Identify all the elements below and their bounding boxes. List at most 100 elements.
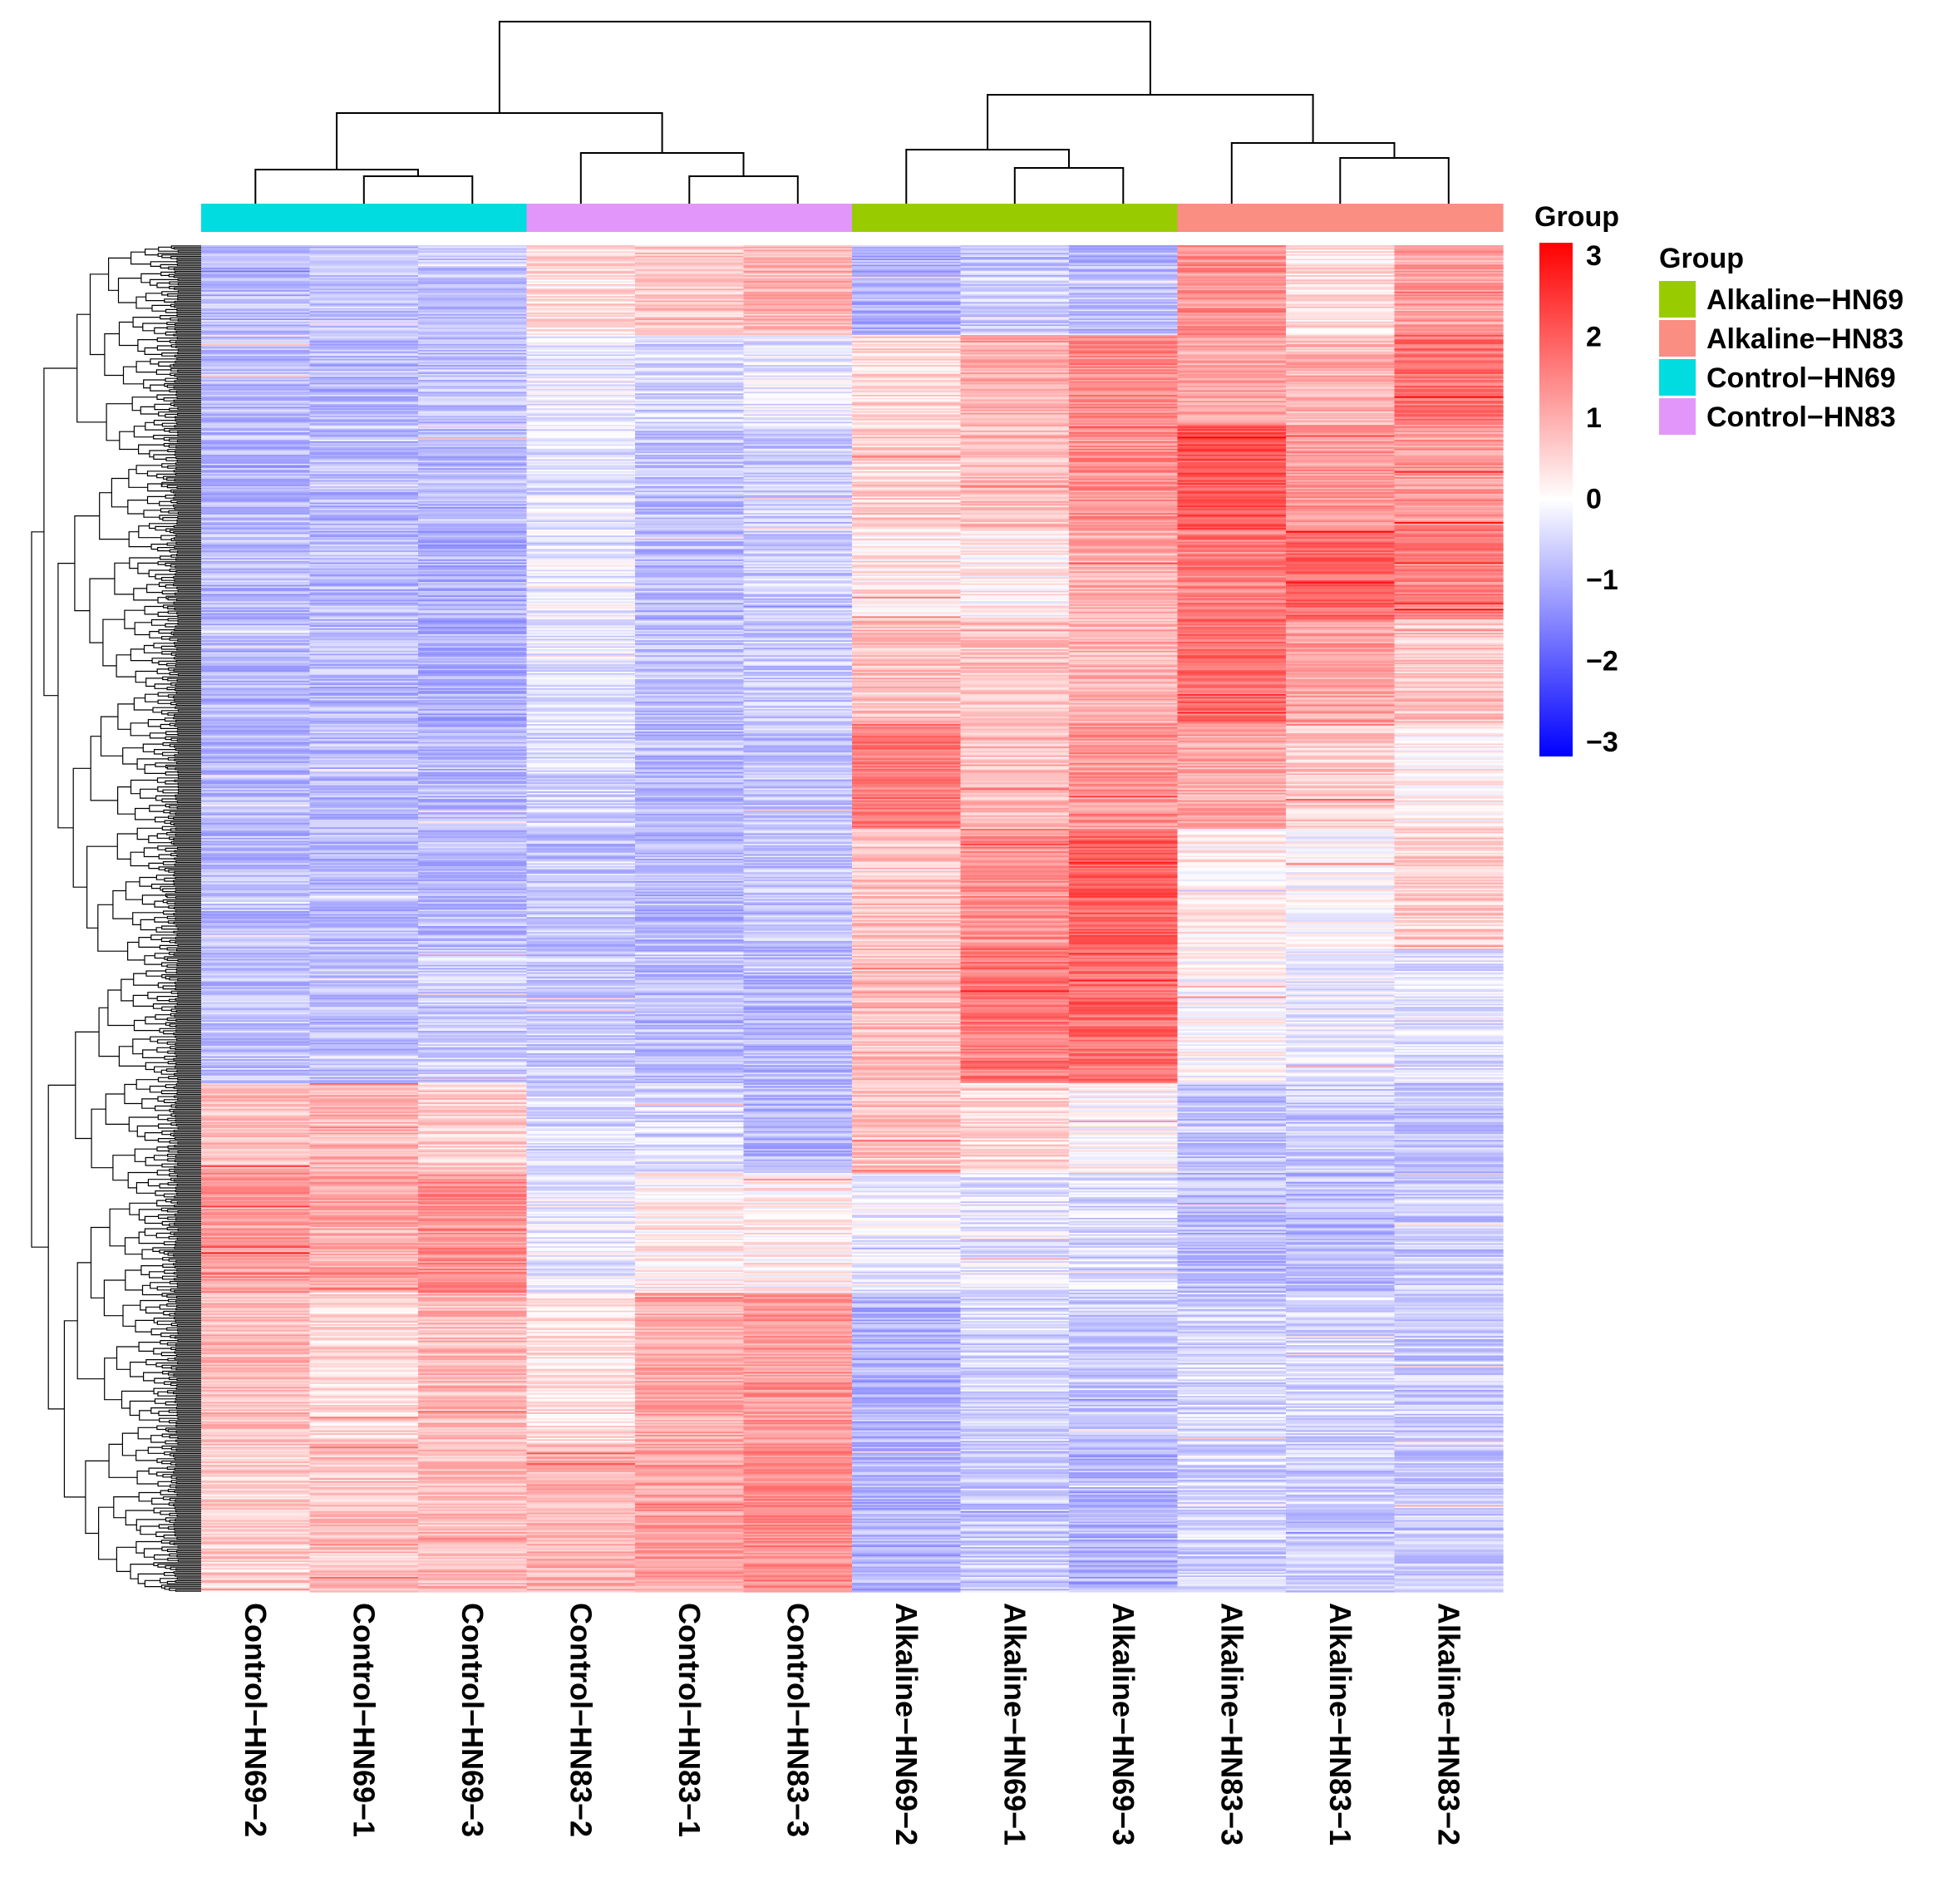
heatmap-cell <box>852 275 962 278</box>
heatmap-cell <box>635 556 745 559</box>
heatmap-cell <box>1286 622 1396 624</box>
heatmap-cell <box>635 520 745 523</box>
heatmap-cell <box>960 664 1070 667</box>
heatmap-cell <box>635 461 745 463</box>
heatmap-cell <box>743 821 853 824</box>
heatmap-cell <box>526 369 636 372</box>
heatmap-cell <box>960 672 1070 674</box>
heatmap-cell <box>743 544 853 547</box>
heatmap-cell <box>852 384 962 387</box>
heatmap-cell <box>743 857 853 860</box>
heatmap-cell <box>960 528 1070 530</box>
heatmap-cell <box>1177 814 1287 816</box>
heatmap-cell <box>743 809 853 811</box>
heatmap-cell <box>852 589 962 592</box>
heatmap-cell <box>526 470 636 472</box>
heatmap-cell <box>960 839 1070 841</box>
heatmap-cell <box>418 483 528 485</box>
heatmap-cell <box>1286 544 1396 547</box>
heatmap-cell <box>309 541 419 544</box>
heatmap-cell <box>201 743 311 746</box>
heatmap-cell <box>1394 330 1504 333</box>
heatmap-cell <box>418 336 528 339</box>
heatmap-cell <box>309 468 419 471</box>
heatmap-cell <box>526 360 636 362</box>
heatmap-cell <box>1394 260 1504 263</box>
heatmap-cell <box>635 717 745 719</box>
heatmap-cell <box>960 806 1070 809</box>
heatmap-cell <box>960 296 1070 298</box>
heatmap-cell <box>635 667 745 669</box>
heatmap-cell <box>743 525 853 527</box>
heatmap-cell <box>960 397 1070 400</box>
heatmap-cell <box>1177 352 1287 355</box>
heatmap-cell <box>1069 324 1179 327</box>
heatmap-cell <box>1394 528 1504 530</box>
heatmap-cell <box>526 659 636 662</box>
heatmap-cell <box>418 342 528 345</box>
heatmap-cell <box>1069 673 1179 676</box>
heatmap-cell <box>526 777 636 781</box>
heatmap-cell <box>201 649 311 652</box>
heatmap-cell <box>418 410 528 412</box>
heatmap-cell <box>1286 657 1396 659</box>
heatmap-cell <box>635 354 745 357</box>
heatmap-cell <box>1069 502 1179 505</box>
heatmap-cell <box>852 590 962 594</box>
heatmap-cell <box>960 588 1070 590</box>
heatmap-cell <box>309 526 419 529</box>
heatmap-cell <box>1394 504 1504 506</box>
heatmap-cell <box>309 253 419 255</box>
heatmap-cell <box>852 792 962 796</box>
heatmap-cell <box>418 393 528 396</box>
heatmap-cell <box>960 425 1070 427</box>
heatmap-cell <box>635 532 745 535</box>
heatmap-cell <box>635 478 745 481</box>
heatmap-cell <box>526 272 636 274</box>
heatmap-cell <box>1069 594 1179 596</box>
heatmap-cell <box>418 776 528 779</box>
heatmap-cell <box>635 673 745 676</box>
heatmap-cell <box>743 850 853 852</box>
heatmap-cell <box>1177 573 1287 575</box>
heatmap-cell <box>1286 673 1396 676</box>
heatmap-cell <box>1069 715 1179 717</box>
heatmap-cell <box>960 249 1070 252</box>
heatmap-cell <box>1177 667 1287 669</box>
heatmap-cell <box>201 489 311 491</box>
heatmap-cell <box>1069 522 1179 525</box>
heatmap-cell <box>201 442 311 445</box>
heatmap-cell <box>1069 538 1179 541</box>
heatmap-cell <box>852 504 962 506</box>
heatmap-cell <box>1177 313 1287 315</box>
heatmap-cell <box>635 399 745 402</box>
heatmap-cell <box>526 791 636 794</box>
heatmap-cell <box>1286 758 1396 761</box>
heatmap-cell <box>526 835 636 837</box>
heatmap-cell <box>418 453 528 456</box>
heatmap-cell <box>418 614 528 617</box>
heatmap-cell <box>1177 260 1287 263</box>
heatmap-cell <box>1394 616 1504 618</box>
heatmap-cell <box>960 592 1070 594</box>
heatmap-cell <box>852 547 962 549</box>
heatmap-cell <box>309 288 419 291</box>
heatmap-cell <box>201 721 311 723</box>
heatmap-cell <box>743 859 853 861</box>
heatmap-cell <box>526 629 636 632</box>
heatmap-cell <box>1394 305 1504 308</box>
heatmap-cell <box>1177 448 1287 451</box>
heatmap-cell <box>1177 438 1287 441</box>
heatmap-cell <box>743 459 853 461</box>
heatmap-cell <box>1394 362 1504 364</box>
heatmap-cell <box>960 836 1070 839</box>
heatmap-cell <box>418 833 528 835</box>
heatmap-cell <box>201 456 311 459</box>
heatmap-cell <box>1286 807 1396 811</box>
heatmap-cell <box>1177 844 1287 846</box>
heatmap-cell <box>635 505 745 508</box>
heatmap-cell <box>418 537 528 540</box>
heatmap-cell <box>1177 852 1287 855</box>
heatmap-cell <box>309 653 419 656</box>
heatmap-cell <box>1394 444 1504 446</box>
